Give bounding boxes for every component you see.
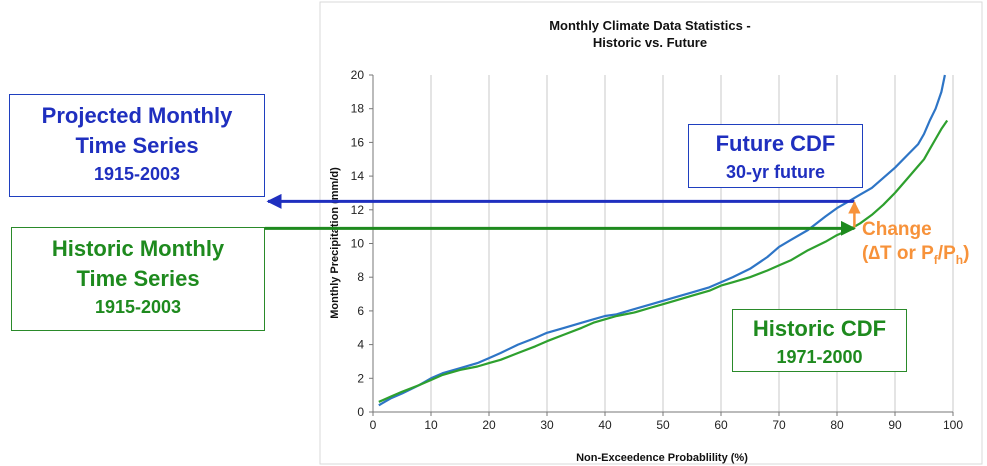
x-axis-label: Non-Exceedence Probablility (%) bbox=[576, 452, 748, 464]
change-annotation-suffix: ) bbox=[963, 243, 970, 264]
y-tick-label: 20 bbox=[351, 68, 365, 82]
chart-frame bbox=[319, 1, 983, 465]
y-tick-label: 14 bbox=[351, 169, 365, 183]
chart-title-line2: Historic vs. Future bbox=[593, 35, 707, 50]
x-tick-label: 30 bbox=[540, 418, 554, 432]
projected-title-line2: Time Series bbox=[75, 133, 199, 158]
y-tick-label: 18 bbox=[351, 102, 365, 116]
change-annotation: Change (∆T or Pf/Ph) bbox=[862, 218, 969, 272]
x-tick-label: 20 bbox=[482, 418, 496, 432]
y-tick-label: 0 bbox=[357, 405, 364, 419]
historic-cdf-box: Historic CDF 1971-2000 bbox=[732, 309, 907, 372]
y-tick-labels: 0 2 4 6 8 10 12 14 16 18 20 bbox=[351, 68, 365, 419]
y-tick-label: 2 bbox=[357, 371, 364, 385]
historic-ts-years: 1915-2003 bbox=[94, 297, 182, 317]
change-annotation-line2: (∆T or Pf/Ph) bbox=[862, 242, 969, 272]
y-tick-label: 4 bbox=[357, 338, 364, 352]
change-annotation-prefix: (∆T or P bbox=[862, 243, 934, 264]
x-tick-label: 40 bbox=[598, 418, 612, 432]
x-tick-label: 100 bbox=[943, 418, 963, 432]
axes bbox=[369, 74, 954, 416]
x-tick-label: 70 bbox=[772, 418, 786, 432]
change-annotation-sub-h: h bbox=[955, 252, 964, 267]
y-axis-label: Monthly Precipitation (mm/d) bbox=[329, 167, 341, 319]
y-tick-label: 16 bbox=[351, 135, 365, 149]
x-tick-label: 80 bbox=[830, 418, 844, 432]
historic-cdf-line bbox=[378, 119, 949, 403]
x-tick-label: 0 bbox=[370, 418, 377, 432]
x-tick-label: 60 bbox=[714, 418, 728, 432]
projected-years: 1915-2003 bbox=[93, 164, 181, 184]
future-cdf-title: Future CDF bbox=[715, 131, 836, 156]
historic-ts-title-line1: Historic Monthly bbox=[51, 236, 225, 261]
future-cdf-box: Future CDF 30-yr future bbox=[688, 124, 863, 188]
projected-title-line1: Projected Monthly bbox=[41, 103, 233, 128]
series-lines bbox=[378, 74, 949, 407]
y-tick-label: 8 bbox=[357, 270, 364, 284]
mapping-arrows bbox=[265, 193, 861, 236]
projected-time-series-box: Projected Monthly Time Series 1915-2003 bbox=[9, 94, 265, 197]
change-annotation-mid: /P bbox=[937, 243, 956, 264]
historic-ts-title-line2: Time Series bbox=[76, 266, 200, 291]
change-annotation-line1: Change bbox=[862, 219, 932, 240]
chart-title-line1: Monthly Climate Data Statistics - bbox=[549, 18, 751, 33]
x-tick-label: 10 bbox=[424, 418, 438, 432]
historic-cdf-period: 1971-2000 bbox=[776, 347, 863, 367]
x-tick-label: 50 bbox=[656, 418, 670, 432]
change-annotation-sub-f: f bbox=[933, 252, 938, 267]
x-tick-label: 90 bbox=[888, 418, 902, 432]
future-cdf-line bbox=[378, 74, 946, 407]
y-tick-label: 10 bbox=[351, 237, 365, 251]
future-cdf-period: 30-yr future bbox=[725, 162, 826, 182]
x-tick-labels: 0 10 20 30 40 50 60 70 80 90 100 bbox=[370, 418, 964, 432]
y-tick-label: 12 bbox=[351, 203, 365, 217]
historic-time-series-box: Historic Monthly Time Series 1915-2003 bbox=[11, 227, 265, 331]
y-tick-label: 6 bbox=[357, 304, 364, 318]
historic-cdf-title: Historic CDF bbox=[752, 316, 887, 341]
